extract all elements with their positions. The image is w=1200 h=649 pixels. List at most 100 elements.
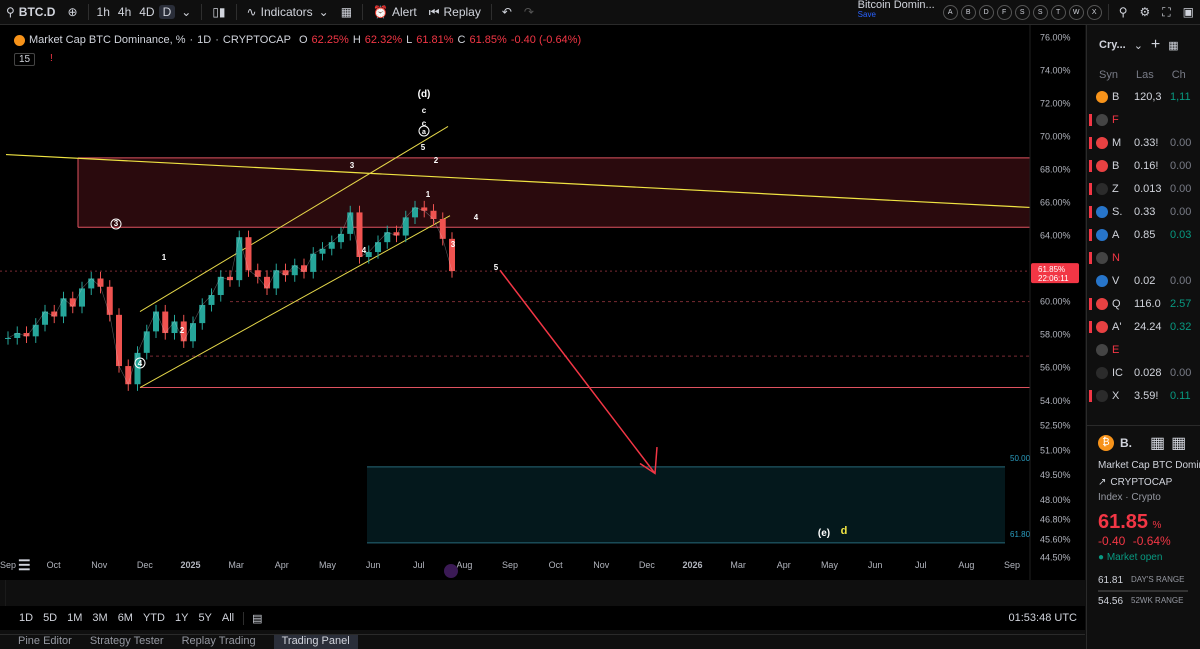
watchlist-row[interactable]: B 120,3 1,11 xyxy=(1087,85,1200,108)
range-ytd[interactable]: YTD xyxy=(142,612,165,624)
utc-clock[interactable]: 01:53:48 UTC xyxy=(1008,612,1077,624)
grid-icon[interactable]: ▦ xyxy=(1150,435,1166,452)
watchlist-row[interactable]: IC 0.028 0.00 xyxy=(1087,361,1200,384)
candle-body xyxy=(301,265,307,272)
range-3m[interactable]: 3M xyxy=(92,612,108,624)
flag-marker[interactable] xyxy=(1089,136,1092,149)
watchlist-row[interactable]: M 0.33! 0.00 xyxy=(1087,131,1200,154)
y-tick-label: 58.00% xyxy=(1040,330,1071,340)
watchlist-row[interactable]: E xyxy=(1087,338,1200,361)
range-6m[interactable]: 6M xyxy=(117,612,133,624)
flag-marker[interactable] xyxy=(1089,344,1092,356)
col-last[interactable]: Las xyxy=(1135,69,1154,81)
col-symbol[interactable]: Syn xyxy=(1099,69,1118,81)
watchlist-row[interactable]: Z 0.013 0.00 xyxy=(1087,177,1200,200)
camera-button[interactable]: ▣ xyxy=(1177,0,1200,24)
compare-button[interactable]: ⊕ xyxy=(61,0,83,24)
range-1y[interactable]: 1Y xyxy=(174,612,189,624)
detail-layout-icon[interactable]: ▦ xyxy=(1171,435,1187,452)
flag-marker[interactable] xyxy=(1089,228,1092,241)
chevron-down-icon[interactable]: ⌄ xyxy=(181,5,192,19)
fullscreen-button[interactable]: ⛶ xyxy=(1156,0,1176,24)
row-last: 0.013 xyxy=(1134,182,1162,195)
watchlist-row[interactable]: A 0.85 0.03 xyxy=(1087,223,1200,246)
watchlist-row[interactable]: X 3.59! 0.11 xyxy=(1087,384,1200,407)
col-change[interactable]: Ch xyxy=(1171,69,1186,81)
chart-type-button[interactable]: ▯▮ xyxy=(206,0,231,24)
range-5d[interactable]: 5D xyxy=(43,612,58,624)
symbol-search[interactable]: ⚲ BTC.D xyxy=(0,0,61,24)
circle-button-t[interactable]: T xyxy=(1050,4,1066,20)
indicator-badge[interactable]: 15 xyxy=(14,53,36,66)
timeframe-d[interactable]: D xyxy=(158,5,176,19)
legend-l-label: L xyxy=(406,34,413,46)
flag-marker[interactable] xyxy=(1089,297,1092,310)
tab-strategy-tester[interactable]: Strategy Tester xyxy=(89,635,164,647)
warning-icon[interactable]: ! xyxy=(50,53,53,64)
external-link-icon[interactable]: ↗ xyxy=(1098,477,1107,488)
y-tick-label: 76.00% xyxy=(1040,32,1071,42)
range-1d[interactable]: 1D xyxy=(19,612,34,624)
flag-marker[interactable] xyxy=(1089,367,1092,379)
circle-button-d[interactable]: D xyxy=(978,4,994,20)
layout-button[interactable]: Bitcoin Domin... Save xyxy=(852,0,941,24)
add-symbol-icon[interactable]: + xyxy=(1150,36,1161,53)
chevron-down-icon: ⌄ xyxy=(318,5,329,19)
indicators-button[interactable]: ∿ Indicators ⌄ xyxy=(241,0,335,24)
tab-trading-panel[interactable]: Trading Panel xyxy=(273,635,358,649)
flag-marker[interactable] xyxy=(1089,205,1092,218)
redo-button[interactable]: ↷ xyxy=(518,0,540,24)
circle-button-s2[interactable]: S xyxy=(1032,4,1048,20)
tab-replay-trading[interactable]: Replay Trading xyxy=(181,635,256,647)
candle-body xyxy=(116,314,122,367)
candle-body xyxy=(375,242,381,253)
detail-exchange[interactable]: CRYPTOCAP xyxy=(1110,477,1173,488)
flag-marker[interactable] xyxy=(1089,113,1092,126)
tab-pine-editor[interactable]: Pine Editor xyxy=(18,635,72,647)
flag-marker[interactable] xyxy=(1089,251,1092,264)
x-tick-label: Apr xyxy=(777,560,791,570)
chevron-down-icon[interactable]: ⌄ xyxy=(1133,39,1143,52)
flag-marker[interactable] xyxy=(1089,182,1092,195)
chart-pane[interactable]: 50.00 61.80 (d) c c a 5 3 2 1 4 3 4 5 3 1 2 4 (e) d 76.00%… xyxy=(0,25,1085,580)
timeframe-4d[interactable]: 4D xyxy=(139,5,155,19)
range-all[interactable]: All xyxy=(221,612,235,624)
flag-marker[interactable] xyxy=(1089,159,1092,172)
circle-button-w[interactable]: W xyxy=(1068,4,1084,20)
templates-button[interactable]: ▦ xyxy=(335,0,358,24)
circle-button-b[interactable]: B xyxy=(960,4,976,20)
timeframe-4h[interactable]: 4h xyxy=(117,5,132,19)
watchlist-row[interactable]: B 0.16! 0.00 xyxy=(1087,154,1200,177)
detail-price-row: 61.85 % xyxy=(1098,511,1200,534)
flag-marker[interactable] xyxy=(1089,320,1092,333)
watchlist-row[interactable]: Q 116.0 2.57 xyxy=(1087,292,1200,315)
watchlist-row[interactable]: F xyxy=(1087,108,1200,131)
flag-marker[interactable] xyxy=(1089,91,1092,103)
watchlist-row[interactable]: S. 0.33 0.00 xyxy=(1087,200,1200,223)
date-range-icon[interactable]: ▤ xyxy=(243,611,267,625)
timeframe-1h[interactable]: 1h xyxy=(96,5,110,19)
circle-button-x[interactable]: X xyxy=(1086,4,1102,20)
watchlist-title[interactable]: Cry... xyxy=(1099,39,1126,51)
circle-button-a[interactable]: A xyxy=(942,4,958,20)
circle-button-s1[interactable]: S xyxy=(1014,4,1030,20)
layout-icon[interactable]: ▦ xyxy=(1168,39,1179,52)
row-change: 0.00 xyxy=(1170,159,1192,172)
alert-button[interactable]: ⏰ Alert xyxy=(367,0,423,24)
candle-body xyxy=(60,298,67,317)
range-5y[interactable]: 5Y xyxy=(198,612,212,624)
replay-button[interactable]: ⏮ Replay xyxy=(423,0,487,24)
flag-marker[interactable] xyxy=(1089,389,1092,402)
lens-button[interactable]: ⚲ xyxy=(1113,0,1134,24)
detail-short[interactable]: B. xyxy=(1120,436,1132,450)
circle-button-f[interactable]: F xyxy=(996,4,1012,20)
watchlist-row[interactable]: A' 24.24 0.32 xyxy=(1087,315,1200,338)
legend-h: 62.32% xyxy=(364,34,403,46)
undo-button[interactable]: ↶ xyxy=(496,0,518,24)
settings-button[interactable]: ⚙ xyxy=(1133,0,1156,24)
range-1m[interactable]: 1M xyxy=(67,612,83,624)
watchlist-row[interactable]: V 0.02 0.00 xyxy=(1087,269,1200,292)
flag-marker[interactable] xyxy=(1089,275,1092,287)
watchlist-row[interactable]: N xyxy=(1087,246,1200,269)
